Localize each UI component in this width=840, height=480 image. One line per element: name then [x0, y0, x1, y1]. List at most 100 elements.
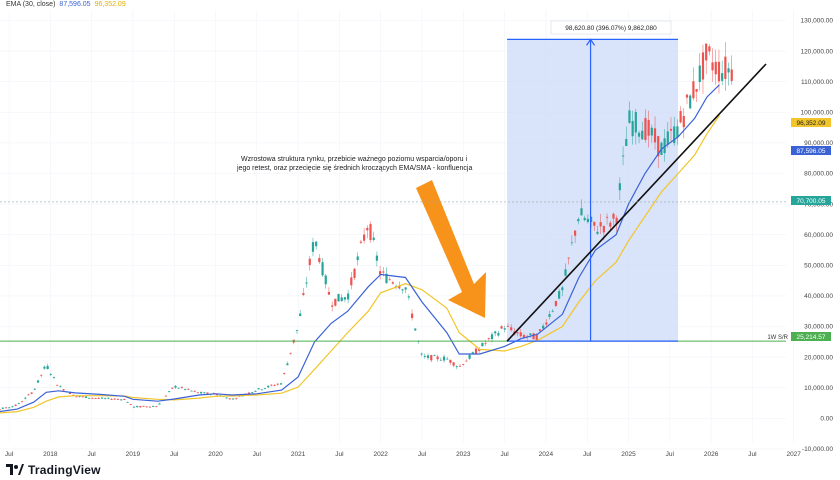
support-badge-text: 25,214.57	[797, 334, 826, 341]
candle-body	[558, 291, 561, 299]
candle-body	[378, 271, 382, 275]
candle-body	[577, 218, 580, 222]
candle-body	[56, 384, 59, 386]
candle-body	[81, 396, 84, 398]
candle-body	[142, 405, 145, 407]
support-badge: 1W S/R 25,214.57	[767, 332, 831, 341]
candle-body	[705, 43, 708, 61]
candle-body	[586, 218, 589, 222]
candle-body	[442, 356, 446, 361]
candle-body	[583, 217, 586, 221]
candle-body	[494, 331, 497, 334]
sma-value: 96,352.09	[94, 1, 126, 8]
trendline[interactable]	[506, 63, 767, 342]
candle-body	[449, 359, 452, 363]
x-tick-label: 2022	[373, 451, 388, 458]
candle-body	[343, 297, 347, 300]
y-tick-label: 40,000.00	[804, 293, 833, 300]
candle-body	[647, 119, 650, 136]
candle-body	[286, 363, 289, 366]
y-tick-label: 20,000.00	[804, 354, 833, 361]
candle-body	[254, 390, 257, 392]
x-tick-label: 2020	[208, 451, 223, 458]
last-price-badge-text: 70,700.05	[797, 198, 826, 205]
candle-body	[158, 403, 161, 405]
candle-body	[340, 297, 343, 302]
candle-body	[324, 275, 327, 285]
tradingview-logo[interactable]: TradingView	[6, 463, 101, 477]
orange-arrow[interactable]	[416, 180, 486, 318]
candle-body	[136, 406, 139, 408]
candle-body	[711, 62, 714, 71]
candle-body	[187, 388, 190, 390]
y-tick-label: 0.00	[820, 416, 833, 423]
candle-body	[663, 138, 666, 154]
candle-body	[334, 298, 337, 306]
candle-body	[423, 355, 426, 357]
candle-body	[299, 313, 302, 317]
candle-body	[714, 61, 717, 75]
candle-body	[126, 401, 129, 403]
candle-body	[155, 406, 158, 408]
candle-body	[152, 406, 155, 407]
candle-body	[404, 287, 407, 290]
candle-body	[478, 348, 481, 351]
candle-body	[685, 94, 689, 98]
x-tick-label: Jul	[418, 451, 427, 458]
candle-body	[148, 406, 152, 408]
candle-body	[490, 334, 494, 340]
x-tick-label: Jul	[583, 451, 592, 458]
candle-body	[196, 392, 199, 394]
x-tick-label: 2018	[43, 451, 58, 458]
candle-body	[180, 387, 183, 388]
candle-body	[97, 398, 100, 399]
candle-body	[615, 217, 618, 224]
candle-body	[471, 352, 474, 354]
candle-body	[231, 398, 235, 400]
candle-body	[612, 213, 615, 219]
candle-body	[113, 398, 116, 400]
candle-body	[49, 374, 52, 376]
candle-body	[206, 392, 209, 394]
grid	[0, 10, 795, 450]
y-tick-label: 130,000.00	[800, 18, 833, 25]
candle-body	[123, 399, 126, 400]
candle-body	[462, 364, 465, 366]
candle-body	[650, 127, 653, 136]
ema-badge-text: 87,596.05	[797, 148, 826, 155]
candle-body	[116, 399, 120, 400]
candle-body	[465, 360, 468, 362]
candle-body	[567, 257, 570, 259]
candle-body	[481, 342, 484, 347]
sma-line	[0, 115, 720, 414]
candle-body	[260, 389, 263, 391]
candle-body	[8, 407, 11, 409]
x-tick-label: Jul	[335, 451, 344, 458]
x-tick-label: Jul	[87, 451, 96, 458]
candle-body	[132, 406, 136, 408]
candle-body	[455, 366, 458, 368]
annotation-text: Wzrostowa struktura rynku, przebicie waż…	[236, 156, 472, 172]
candle-body	[593, 221, 596, 226]
candle-body	[609, 222, 612, 227]
indicator-legend[interactable]: EMA (30, close) 87,596.05 96,352.09	[6, 1, 130, 8]
candle-body	[24, 397, 27, 399]
candle-body	[46, 365, 49, 369]
candle-body	[1, 407, 4, 409]
y-tick-label: 50,000.00	[804, 263, 833, 270]
candle-body	[669, 128, 673, 131]
candle-body	[497, 333, 500, 336]
x-tick-label: Jul	[170, 451, 179, 458]
candle-body	[695, 89, 698, 92]
candle-body	[474, 348, 478, 354]
candle-body	[353, 268, 356, 278]
candle-body	[347, 293, 350, 300]
candle-body	[369, 224, 372, 241]
candle-body	[78, 396, 81, 397]
candle-body	[701, 52, 705, 80]
candle-body	[721, 73, 724, 81]
candle-body	[634, 111, 637, 133]
measure-range-box[interactable]	[507, 39, 679, 342]
candle-body	[84, 396, 88, 399]
